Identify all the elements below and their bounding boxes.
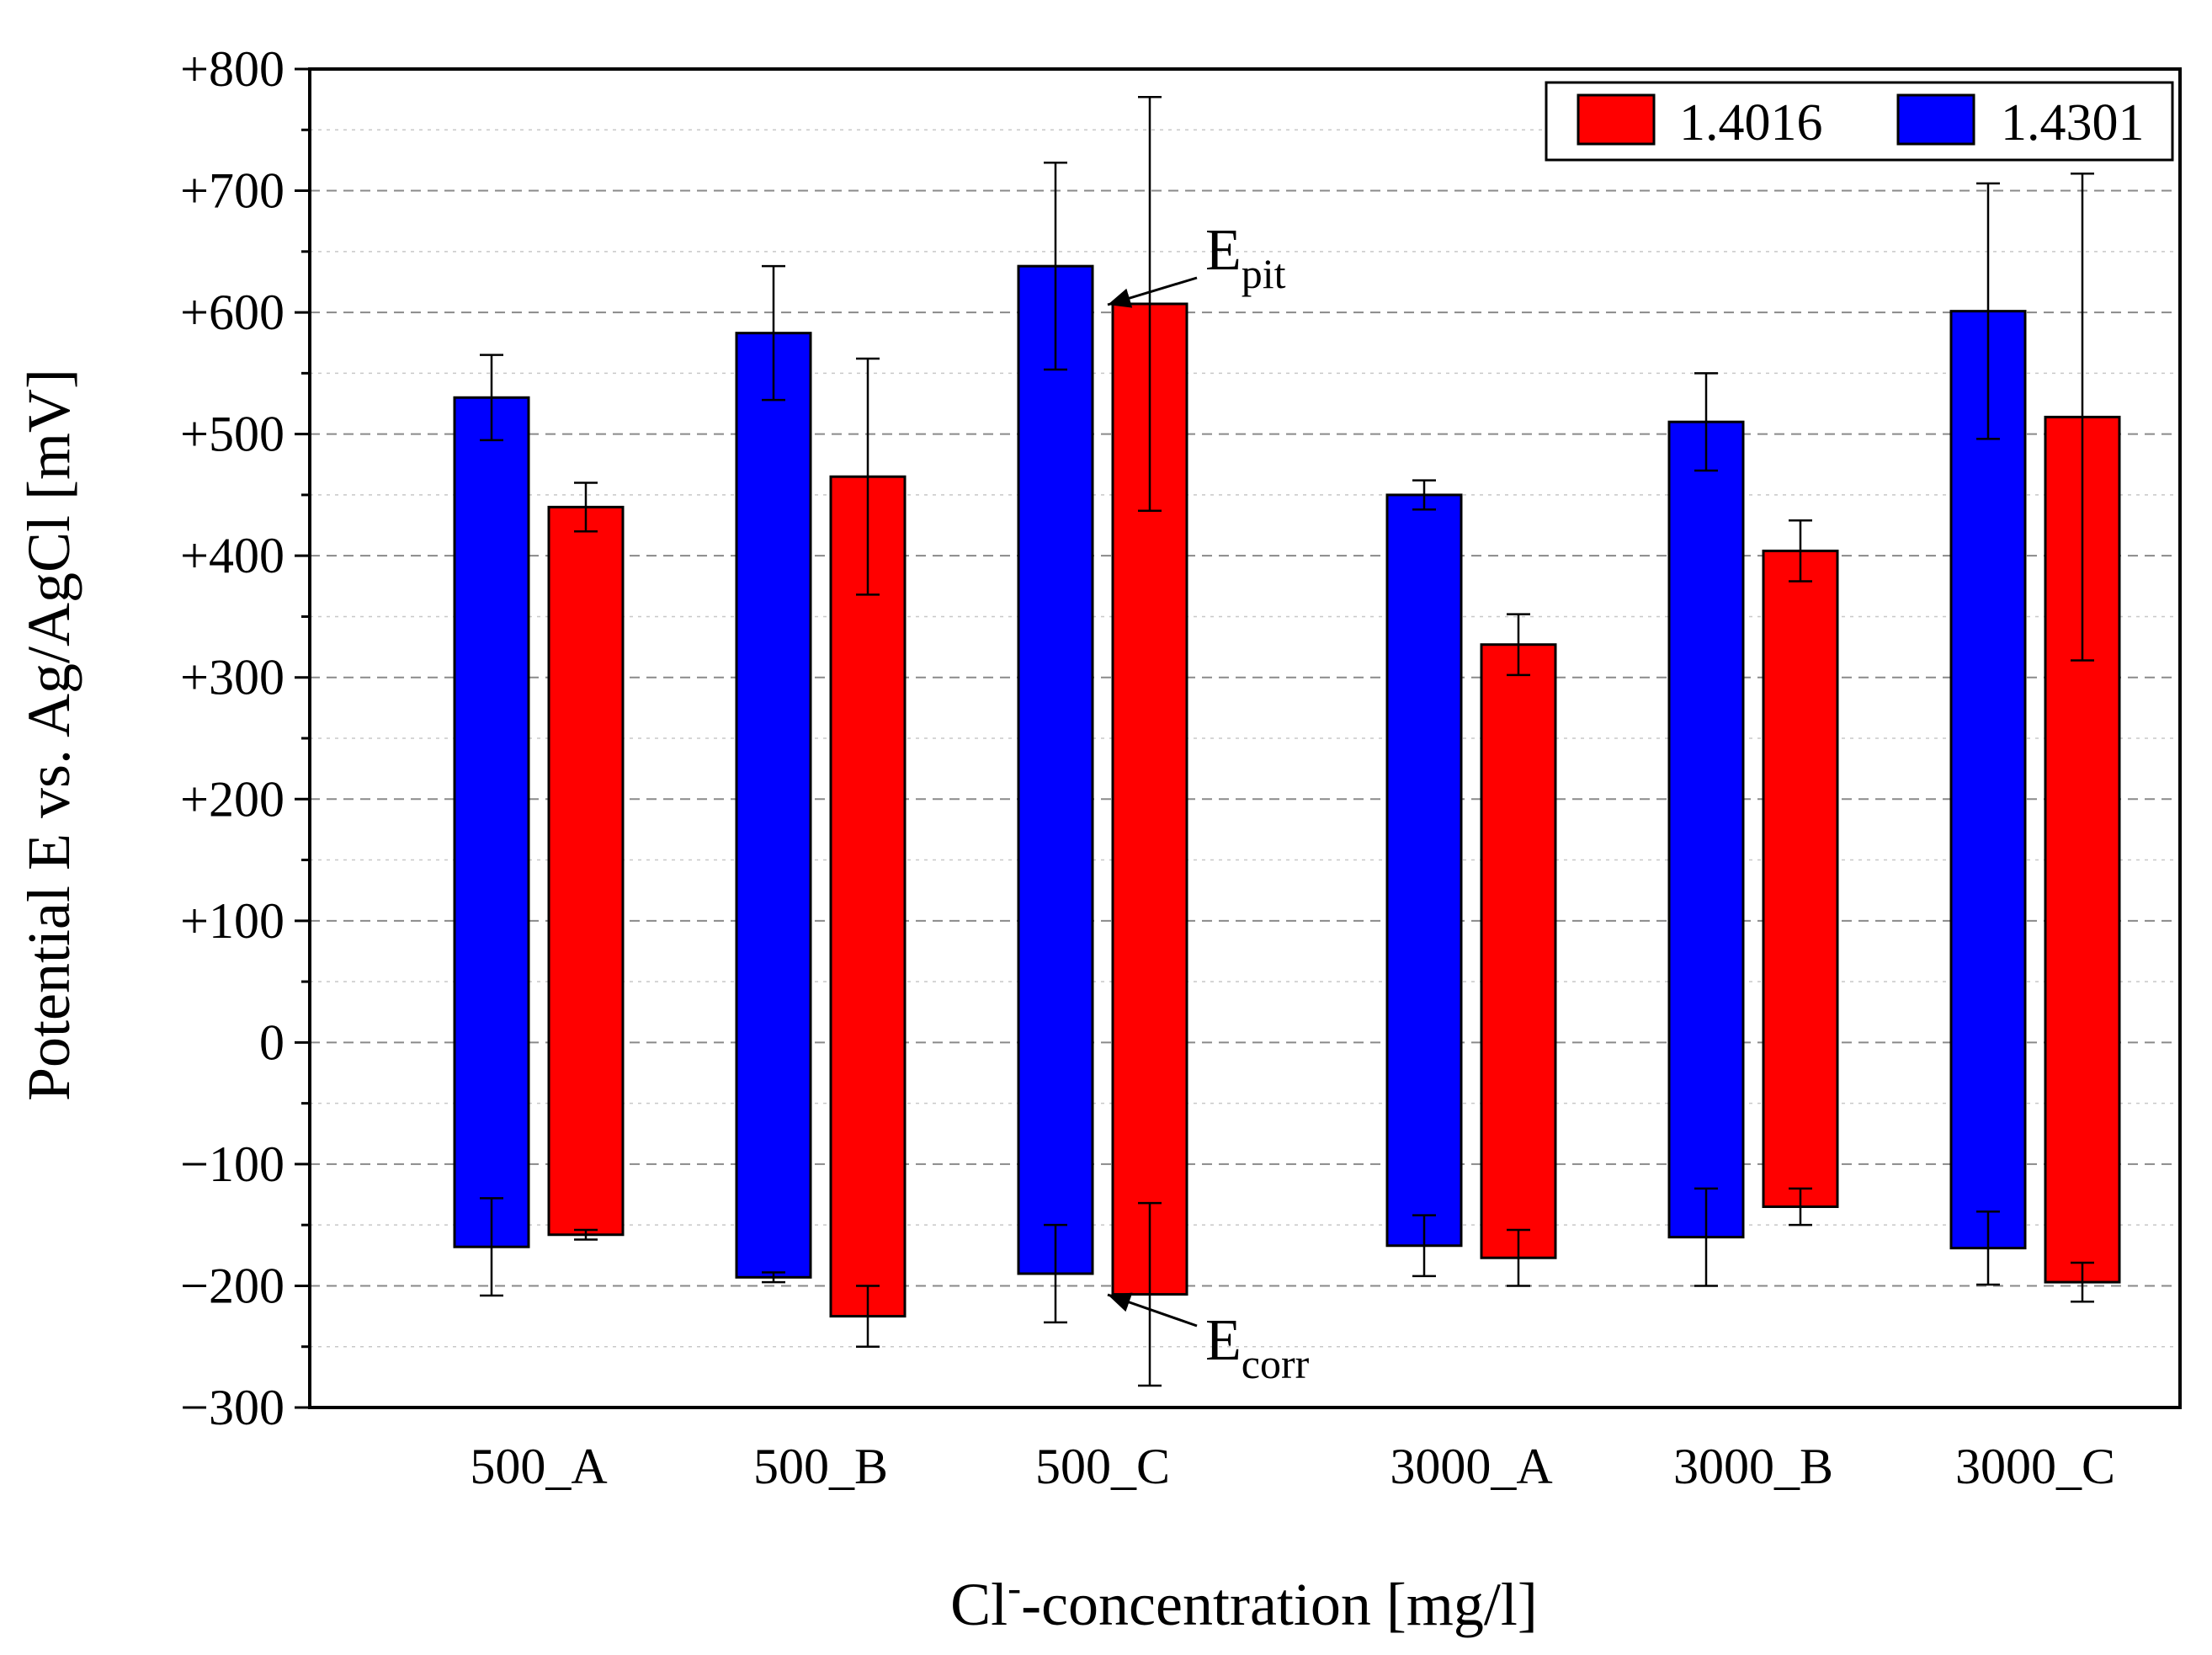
- annotation-e-pit-arrow: [1107, 276, 1198, 308]
- error-bar-corr-1.4016-3000_B: [1789, 1187, 1812, 1227]
- bar-1.4301-3000_C: [1949, 310, 2027, 1250]
- error-bar-corr-1.4016-500_A: [574, 1228, 598, 1241]
- bars: [453, 264, 2121, 1318]
- legend: 1.4016 1.4301: [1545, 81, 2174, 162]
- y-tick-labels: −300 −200 −100 0 +100 +200 +300 +400 +500 +600 +70…: [180, 41, 284, 1435]
- legend-swatch-1.4301: [1896, 93, 1975, 146]
- bar-1.4016-3000_A: [1480, 643, 1557, 1259]
- y-tick-label: +500: [180, 407, 284, 462]
- x-axis-title-sup: -: [1008, 1566, 1021, 1610]
- x-category-label: 3000_B: [1673, 1439, 1833, 1494]
- x-category-label: 500_B: [753, 1439, 888, 1494]
- bar-1.4301-500_C: [1017, 264, 1094, 1275]
- error-bar-pit-1.4301-3000_B: [1694, 372, 1718, 472]
- y-tick-label: −200: [180, 1258, 284, 1313]
- error-bar-pit-1.4301-500_A: [480, 354, 503, 442]
- bar-1.4301-500_A: [453, 396, 530, 1248]
- y-tick-label: +100: [180, 893, 284, 949]
- annotation-e-corr-arrow: [1107, 1292, 1198, 1328]
- y-tick-label: −300: [180, 1380, 284, 1435]
- error-bar-corr-1.4301-3000_C: [1976, 1211, 2000, 1286]
- error-bar-pit-1.4301-3000_C: [1976, 182, 2000, 440]
- y-axis-title: Potential E vs. Ag/AgCl [mV]: [15, 369, 82, 1101]
- bar-1.4301-3000_A: [1385, 493, 1463, 1248]
- error-bar-corr-1.4301-500_B: [762, 1271, 785, 1284]
- error-bar-pit-1.4016-3000_A: [1507, 613, 1530, 677]
- x-category-label: 3000_A: [1390, 1439, 1552, 1494]
- annotation-e-corr: Ecorr: [1107, 1292, 1310, 1387]
- error-bar-pit-1.4016-500_C: [1138, 95, 1162, 512]
- error-bar-pit-1.4016-3000_B: [1789, 519, 1812, 583]
- error-bar-corr-1.4016-3000_A: [1507, 1228, 1530, 1287]
- bar-1.4016-500_B: [829, 475, 907, 1318]
- y-tick-label: 0: [259, 1014, 284, 1070]
- y-tick-label: −100: [180, 1136, 284, 1192]
- annotation-e-corr-main: E: [1205, 1308, 1242, 1373]
- bar-1.4301-3000_B: [1667, 420, 1745, 1239]
- error-bar-corr-1.4301-500_A: [480, 1197, 503, 1297]
- error-bar-corr-1.4301-3000_A: [1412, 1214, 1436, 1278]
- error-bar-corr-1.4301-500_C: [1044, 1223, 1067, 1324]
- error-bar-corr-1.4016-3000_C: [2071, 1261, 2094, 1303]
- y-tick-label: +600: [180, 285, 284, 340]
- bar-1.4016-3000_B: [1762, 549, 1839, 1208]
- y-tick-label: +200: [180, 771, 284, 827]
- error-bar-pit-1.4301-3000_A: [1412, 479, 1436, 511]
- annotation-e-corr-label: Ecorr: [1205, 1308, 1310, 1387]
- category-labels: 500_A 500_B 500_C 3000_A 3000_B 3000_C: [470, 1439, 2115, 1494]
- bar-1.4301-500_B: [735, 332, 812, 1279]
- legend-label-1.4301: 1.4301: [2001, 94, 2145, 152]
- x-axis-title: Cl--concentration [mg/l]: [950, 1566, 1538, 1638]
- error-bar-corr-1.4301-3000_B: [1694, 1187, 1718, 1287]
- annotation-e-pit-main: E: [1205, 218, 1242, 283]
- error-bars: [480, 95, 2094, 1387]
- y-tick-label: +400: [180, 528, 284, 583]
- error-bar-pit-1.4016-500_B: [856, 357, 880, 596]
- major-ticks: [295, 67, 310, 1409]
- annotation-e-pit: Epit: [1107, 218, 1286, 308]
- y-tick-label: +300: [180, 650, 284, 705]
- x-axis-title-main: Cl: [950, 1571, 1008, 1638]
- y-tick-label: +800: [180, 41, 284, 97]
- y-tick-label: +700: [180, 163, 284, 219]
- annotation-e-pit-label: Epit: [1205, 218, 1286, 297]
- x-axis-title-rest: -concentration [mg/l]: [1021, 1571, 1538, 1638]
- error-bar-pit-1.4301-500_B: [762, 264, 785, 402]
- error-bar-corr-1.4016-500_C: [1138, 1201, 1162, 1387]
- annotation-e-corr-sub: corr: [1242, 1340, 1310, 1387]
- x-category-label: 3000_C: [1955, 1439, 2115, 1494]
- legend-swatch-1.4016: [1577, 93, 1656, 146]
- legend-label-1.4016: 1.4016: [1679, 94, 1823, 152]
- x-category-label: 500_C: [1035, 1439, 1170, 1494]
- error-bar-pit-1.4301-500_C: [1044, 162, 1067, 371]
- plot-frame: [308, 67, 2182, 1409]
- bar-1.4016-500_A: [547, 505, 625, 1237]
- annotation-e-pit-sub: pit: [1242, 250, 1286, 297]
- x-category-label: 500_A: [470, 1439, 607, 1494]
- error-bar-corr-1.4016-500_B: [856, 1285, 880, 1348]
- error-bar-pit-1.4016-500_A: [574, 482, 598, 533]
- error-bar-pit-1.4016-3000_C: [2071, 173, 2094, 662]
